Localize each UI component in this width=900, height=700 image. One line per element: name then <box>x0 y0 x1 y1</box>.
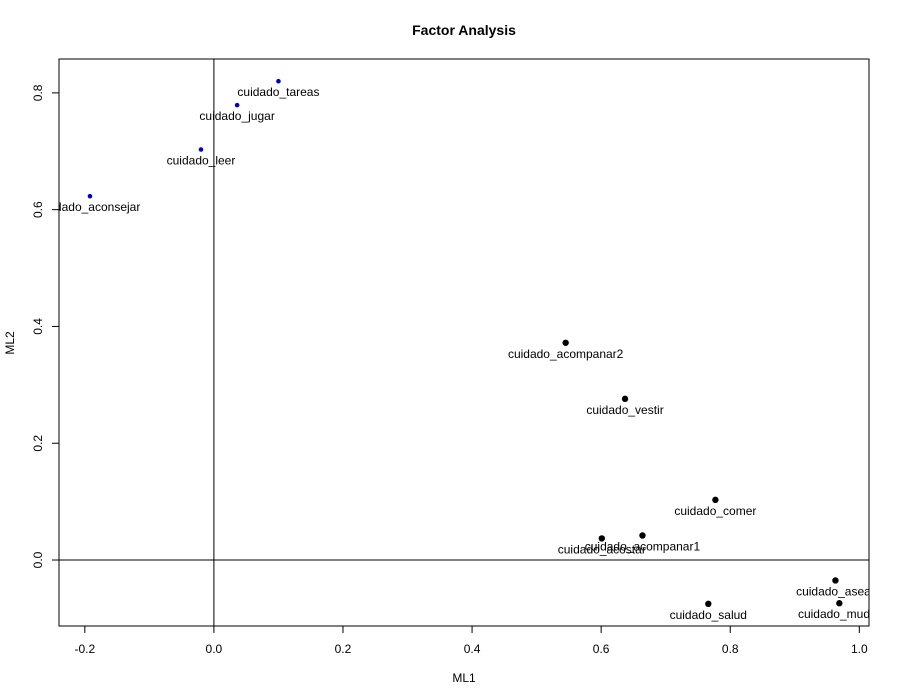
y-tick-label: 0.6 <box>31 201 45 218</box>
data-point <box>87 193 93 199</box>
data-point <box>639 532 646 539</box>
x-axis: -0.2 0.0 0.2 0.4 0.6 0.8 1.0 <box>74 625 868 656</box>
y-axis: 0.0 0.2 0.4 0.6 0.8 <box>31 84 60 568</box>
y-tick-label: 0.8 <box>31 84 45 101</box>
y-tick-label: 0.4 <box>31 318 45 335</box>
data-point <box>705 600 712 608</box>
x-tick-label: 1.0 <box>851 642 868 656</box>
x-tick-label: -0.2 <box>74 642 95 656</box>
data-point-label: cuidado_acompanar1 <box>585 539 701 553</box>
y-tick-label: 0.2 <box>31 435 45 452</box>
data-point <box>276 78 281 84</box>
data-point <box>562 339 569 346</box>
y-tick-label: 0.0 <box>31 551 45 568</box>
x-tick-label: 0.4 <box>464 642 481 656</box>
data-point <box>234 102 240 108</box>
x-tick-label: 0.8 <box>722 642 739 656</box>
data-point <box>712 496 719 504</box>
data-point <box>198 147 204 152</box>
chart-title: Factor Analysis <box>412 22 516 38</box>
data-point-label: cuidado_leer <box>167 154 236 168</box>
plot-area: cuidado_tareas cuidado_jugar cuidado_leerc… <box>40 59 881 626</box>
points-layer: cuidado_tareas cuidado_jugar cuidado_leerc… <box>40 78 881 622</box>
data-point-label: cuidado_mudar <box>798 607 881 621</box>
y-axis-label: ML2 <box>3 331 17 355</box>
data-point <box>621 395 629 403</box>
x-tick-label: 0.6 <box>593 642 610 656</box>
data-point-label: cuidado_comer <box>674 504 756 518</box>
data-point <box>598 535 605 542</box>
data-point-label: cuidado_aconsejar <box>40 200 141 214</box>
data-point-label: cuidado_acompanar2 <box>508 347 624 361</box>
data-point-label: cuidado_asear <box>796 584 875 598</box>
data-point-label: cuidado_acostar <box>558 542 646 556</box>
reference-lines <box>59 59 869 626</box>
data-point-label: cuidado_salud <box>670 608 747 622</box>
x-tick-label: 0.2 <box>335 642 352 656</box>
data-point-label: cuidado_tareas <box>237 85 319 99</box>
plot-frame <box>58 58 870 627</box>
x-tick-label: 0.0 <box>206 642 223 656</box>
data-point <box>832 577 839 584</box>
data-point-label: cuidado_vestir <box>586 403 663 417</box>
x-axis-label: ML1 <box>452 671 476 685</box>
data-point <box>836 600 843 607</box>
data-point-label: cuidado_jugar <box>199 109 274 123</box>
